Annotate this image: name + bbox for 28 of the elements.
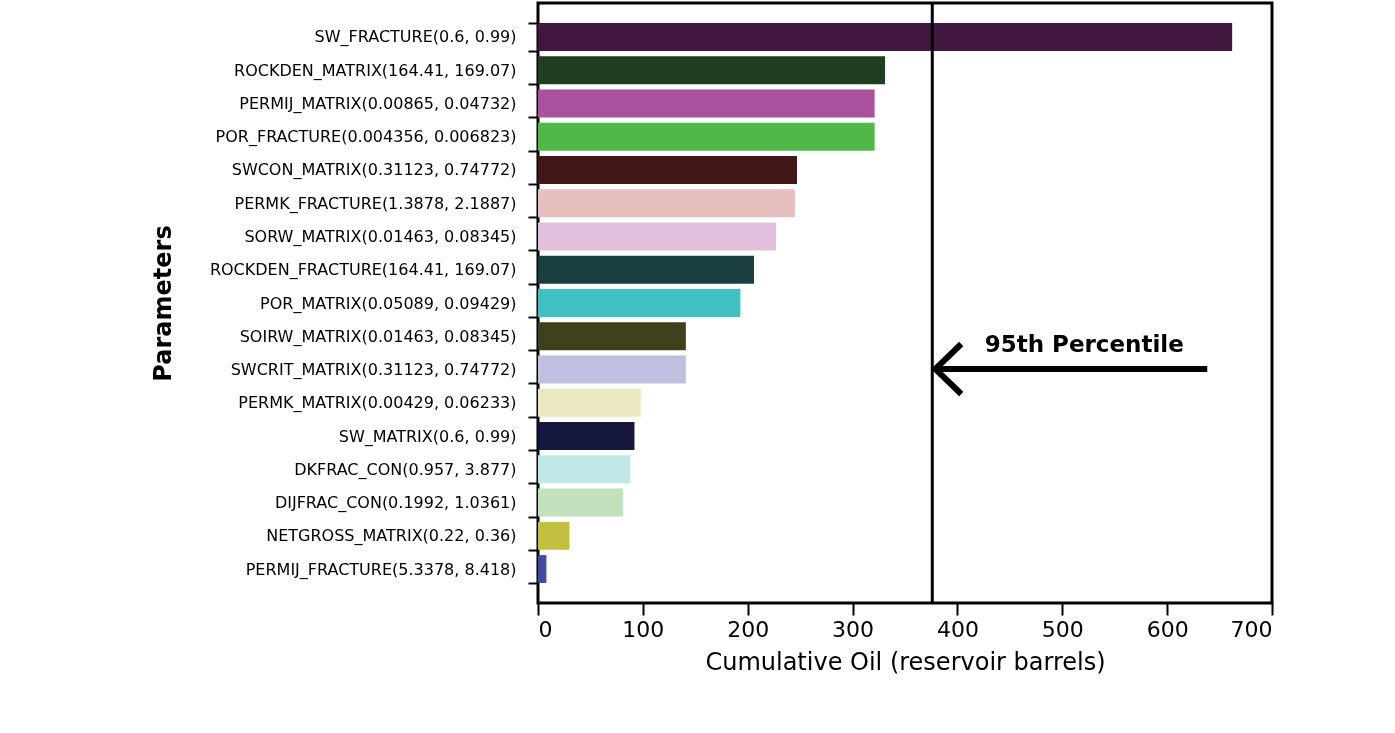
y-tick-label: DKFRAC_CON(0.957, 3.877) xyxy=(294,459,517,480)
y-tick-label: POR_FRACTURE(0.004356, 0.006823) xyxy=(215,127,517,148)
x-axis-title: Cumulative Oil (reservoir barrels) xyxy=(705,647,1106,676)
y-tick-label: SOIRW_MATRIX(0.01463, 0.08345) xyxy=(239,326,517,347)
y-tick-label: PERMIJ_FRACTURE(5.3378, 8.418) xyxy=(245,559,517,580)
y-tick-label: SW_MATRIX(0.6, 0.99) xyxy=(338,426,517,447)
y-tick-label: DIJFRAC_CON(0.1992, 1.0361) xyxy=(274,493,517,514)
y-tick-label: SWCRIT_MATRIX(0.31123, 0.74772) xyxy=(230,360,517,381)
y-axis-title: Parameters xyxy=(148,225,177,382)
x-tick-label: 700 xyxy=(1230,616,1273,642)
x-tick-label: 100 xyxy=(622,616,665,642)
x-tick-label: 200 xyxy=(727,616,770,642)
x-tick-label: 600 xyxy=(1146,616,1189,642)
y-tick-label: SW_FRACTURE(0.6, 0.99) xyxy=(314,27,517,48)
y-tick-label: POR_MATRIX(0.05089, 0.09429) xyxy=(260,293,517,314)
y-tick-label: PERMK_MATRIX(0.00429, 0.06233) xyxy=(238,393,517,414)
y-tick-label: PERMK_FRACTURE(1.3878, 2.1887) xyxy=(234,193,517,214)
y-tick-label: ROCKDEN_MATRIX(164.41, 169.07) xyxy=(234,60,517,81)
y-tick-label: ROCKDEN_FRACTURE(164.41, 169.07) xyxy=(209,260,517,281)
x-tick-label: 300 xyxy=(832,616,875,642)
x-tick-label: 400 xyxy=(936,616,979,642)
y-tick-label: SWCON_MATRIX(0.31123, 0.74772) xyxy=(231,160,517,181)
x-tick-label: 500 xyxy=(1041,616,1084,642)
y-tick-label: SORW_MATRIX(0.01463, 0.08345) xyxy=(244,226,517,247)
y-tick-label: NETGROSS_MATRIX(0.22, 0.36) xyxy=(266,526,517,547)
ref-line-label: 95th Percentile xyxy=(984,331,1184,357)
y-tick-label: PERMIJ_MATRIX(0.00865, 0.04732) xyxy=(239,93,517,114)
x-tick-label: 0 xyxy=(538,616,553,642)
